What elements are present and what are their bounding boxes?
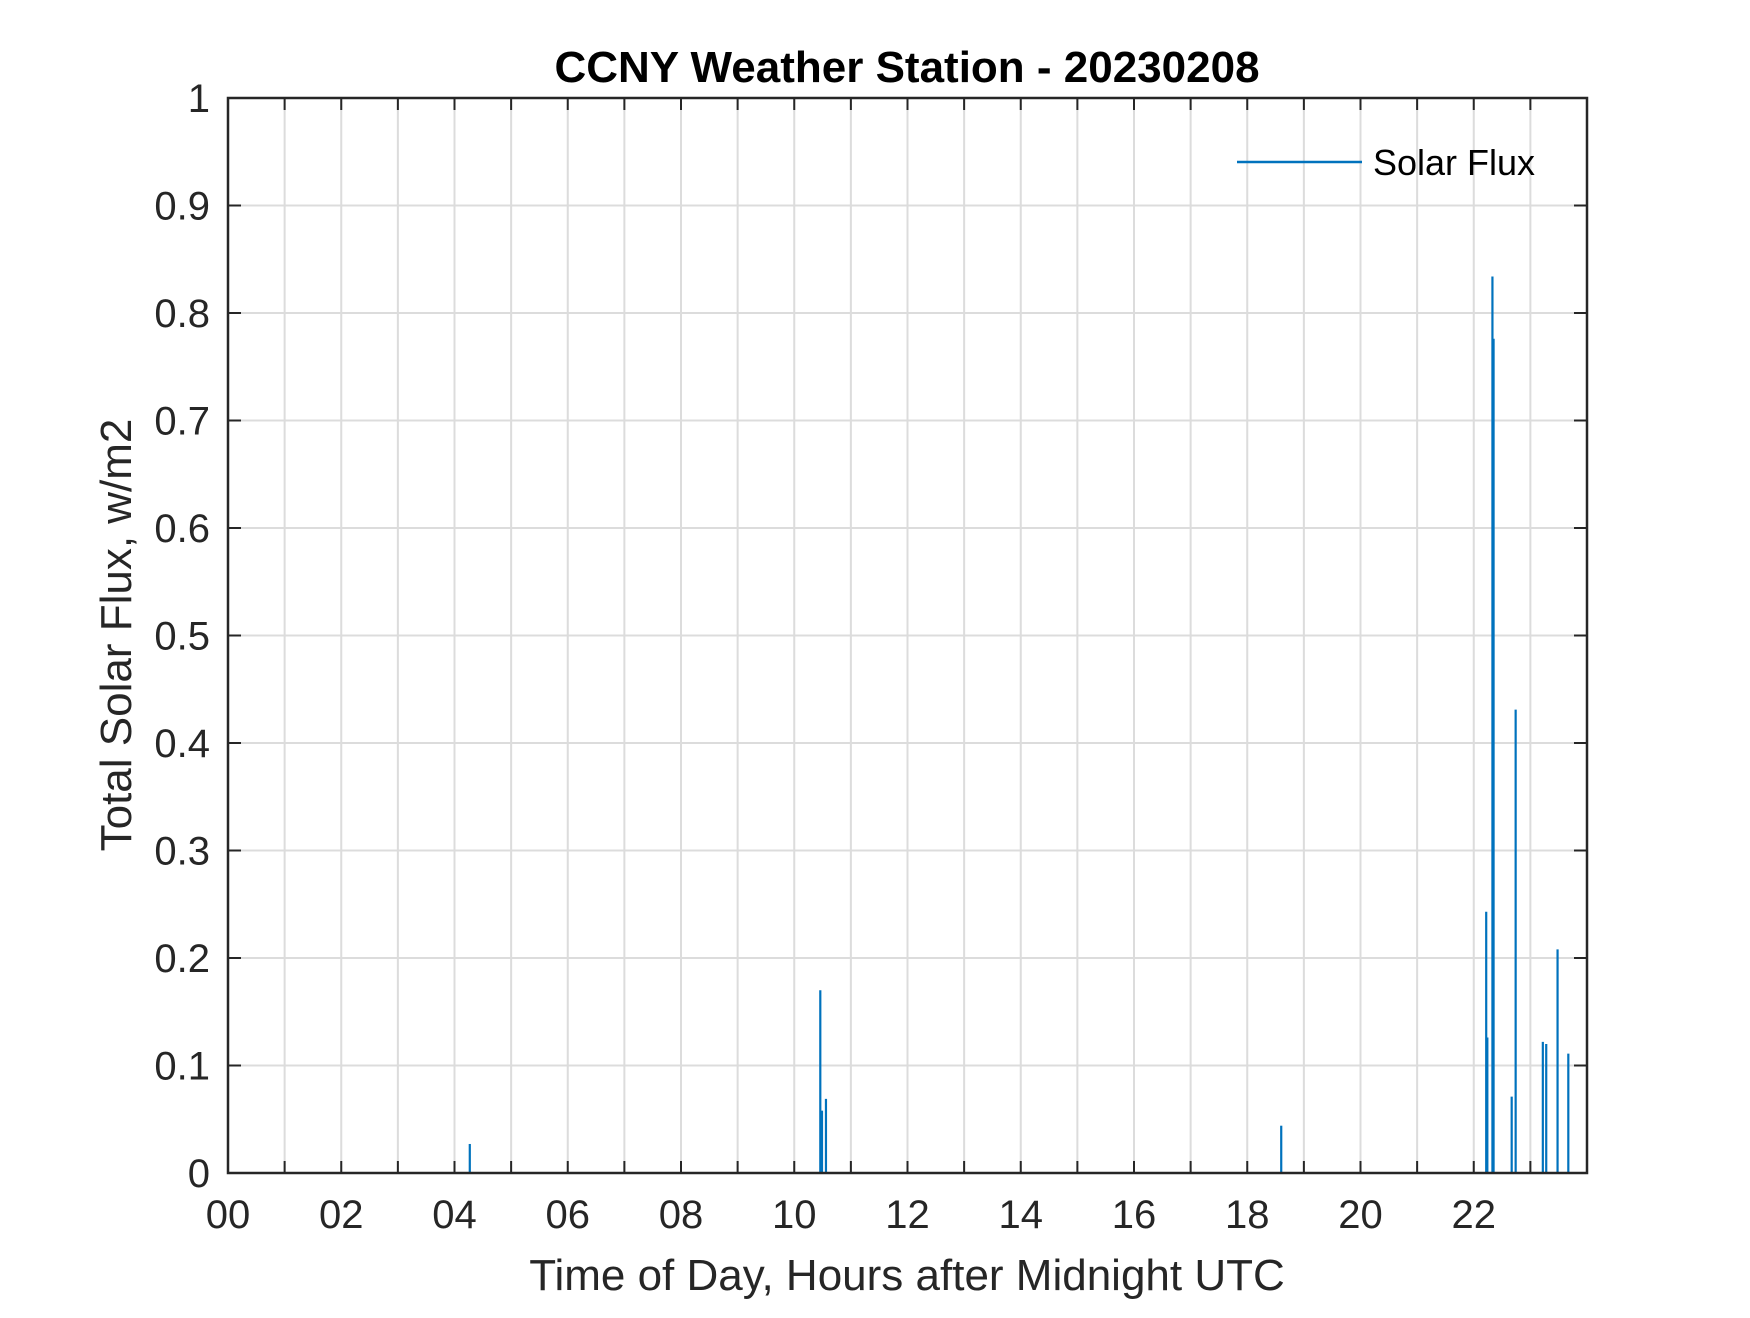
x-tick-label: 08 xyxy=(659,1193,704,1237)
x-axis-label: Time of Day, Hours after Midnight UTC xyxy=(529,1251,1285,1300)
x-tick-label: 00 xyxy=(206,1193,251,1237)
x-tick-label: 16 xyxy=(1112,1193,1157,1237)
legend-label-solar-flux: Solar Flux xyxy=(1373,142,1535,183)
x-tick-label: 02 xyxy=(319,1193,364,1237)
x-tick-label: 14 xyxy=(999,1193,1044,1237)
y-tick-label: 0.8 xyxy=(154,292,210,336)
y-axis-label: Total Solar Flux, w/m2 xyxy=(92,419,141,852)
y-tick-label: 0.9 xyxy=(154,185,210,229)
y-tick-label: 0.1 xyxy=(154,1045,210,1089)
x-tick-label: 18 xyxy=(1225,1193,1270,1237)
x-tick-label: 04 xyxy=(432,1193,477,1237)
legend: Solar Flux xyxy=(1237,142,1535,183)
y-tick-label: 0.3 xyxy=(154,830,210,874)
y-tick-label: 0 xyxy=(188,1152,210,1196)
x-tick-label: 20 xyxy=(1338,1193,1383,1237)
x-tick-label: 06 xyxy=(546,1193,591,1237)
grid xyxy=(228,98,1587,1173)
y-tick-label: 0.7 xyxy=(154,400,210,444)
series-layer xyxy=(468,276,1570,1173)
y-tick-label: 0.6 xyxy=(154,507,210,551)
tick-labels: 00 02 04 06 08 10 12 14 16 18 20 22 0 0.1 0.2 0.3 0.4 0.5… xyxy=(154,77,1496,1237)
x-tick-label: 22 xyxy=(1452,1193,1497,1237)
y-tick-label: 0.4 xyxy=(154,722,210,766)
x-tick-label: 10 xyxy=(772,1193,817,1237)
ticks xyxy=(228,97,1587,1174)
chart-title: CCNY Weather Station - 20230208 xyxy=(554,43,1259,92)
y-tick-label: 0.5 xyxy=(154,615,210,659)
x-tick-label: 12 xyxy=(885,1193,930,1237)
y-tick-label: 1 xyxy=(188,77,210,121)
y-tick-label: 0.2 xyxy=(154,937,210,981)
